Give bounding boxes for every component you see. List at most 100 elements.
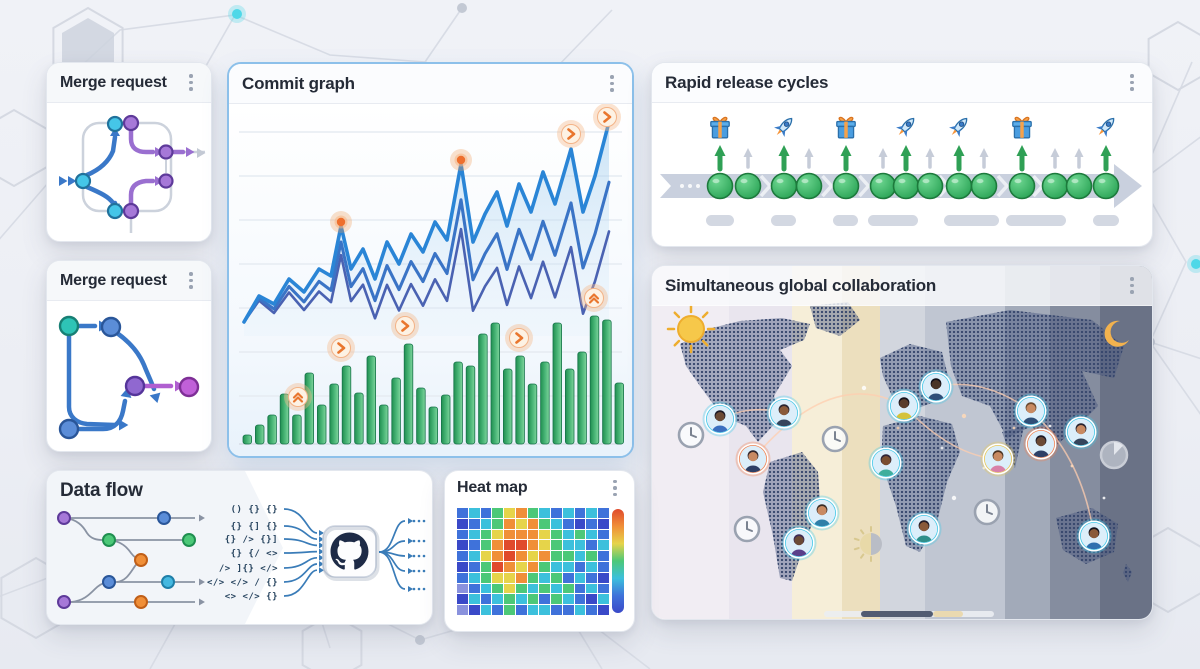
commit-bar <box>440 394 451 445</box>
heatmap-cell <box>515 551 527 561</box>
heatmap-cell <box>504 594 515 605</box>
heatmap-cell <box>586 605 598 615</box>
heatmap-cell <box>539 551 551 561</box>
heatmap-grid <box>457 508 609 615</box>
heatmap-cell <box>586 508 598 518</box>
heatmap-cell <box>527 529 539 540</box>
commit-bars <box>242 315 625 445</box>
commit-line-bar-chart <box>239 104 625 445</box>
heatmap-cell <box>598 605 609 615</box>
kebab-menu-icon[interactable] <box>605 74 619 94</box>
heatmap-cell <box>562 572 574 583</box>
card-title: Simultaneous global collaboration <box>665 275 937 295</box>
commit-bar <box>502 368 513 445</box>
release-circle <box>869 172 897 200</box>
heatmap-cell <box>562 508 574 518</box>
gift-icon <box>836 116 856 139</box>
rapid-release-card: Rapid release cycles <box>651 62 1153 247</box>
commit-bar <box>341 365 352 445</box>
heatmap-cell <box>492 583 504 594</box>
trend-badge <box>557 120 585 148</box>
commit-bar <box>242 434 253 445</box>
kebab-menu-icon[interactable] <box>1125 276 1139 296</box>
heatmap-cell <box>504 562 515 572</box>
kebab-menu-icon[interactable] <box>184 73 198 93</box>
commit-bar <box>304 372 315 445</box>
heatmap-cell <box>480 529 492 540</box>
timeline-label-pill <box>868 215 918 226</box>
heatmap-cell <box>527 583 539 594</box>
card-title: Commit graph <box>242 73 355 93</box>
heatmap-cell <box>598 583 609 594</box>
trend-badge <box>327 334 355 362</box>
world-map <box>652 266 1152 619</box>
kebab-menu-icon[interactable] <box>184 271 198 291</box>
merge-request-card-1: Merge request <box>46 62 212 242</box>
heatmap-cell <box>515 562 527 572</box>
heatmap-cell <box>468 518 480 529</box>
heatmap-cell <box>586 551 598 561</box>
heatmap-cell <box>457 518 468 529</box>
collaborator-avatar <box>781 525 817 561</box>
release-timeline <box>660 114 1142 226</box>
git-graph-1 <box>59 114 206 233</box>
collaborator-avatar <box>804 495 840 531</box>
heatmap-cell <box>504 508 515 518</box>
code-fragment: </> </> / {} <box>207 578 278 588</box>
commit-bar <box>317 404 327 445</box>
heatmap-cell <box>492 518 504 529</box>
heatmap-cell <box>468 529 480 540</box>
heatmap-cell <box>586 540 598 551</box>
heatmap-cell <box>468 508 480 518</box>
merge-request-card-2: Merge request <box>46 260 212 452</box>
clock-icon <box>733 515 761 543</box>
heatmap-cell <box>504 605 515 615</box>
heatmap-cell <box>492 594 504 605</box>
timeline-label-pill <box>706 215 734 226</box>
heatmap-cell <box>562 594 574 605</box>
pie-clock-icon <box>1099 440 1129 470</box>
data-flow-diagram: () {} {} {} {] {} {} /> {}] {} {/ <> /> ]{} … <box>47 471 426 624</box>
release-circle <box>1092 172 1120 200</box>
map-scrollbar-thumb[interactable] <box>861 611 933 617</box>
data-flow-card: () {} {} {} {] {} {} /> {}] {} {/ <> /> ]{} … <box>46 470 433 625</box>
collaborator-avatar <box>1076 518 1112 554</box>
heatmap-cell <box>598 518 609 529</box>
heatmap-cell <box>468 583 480 594</box>
commit-bar <box>515 355 525 445</box>
code-fragment: {} {] {} <box>231 522 278 532</box>
github-octocat-icon <box>322 525 380 581</box>
kebab-menu-icon[interactable] <box>1125 73 1139 93</box>
collaborator-avatar <box>918 369 954 405</box>
trend-badge <box>593 104 621 131</box>
timeline-label-pill <box>944 215 999 226</box>
commit-bar <box>366 355 377 445</box>
heatmap-cell <box>457 529 468 540</box>
commit-bar <box>478 333 488 445</box>
heatmap-cell <box>562 518 574 529</box>
heatmap-cell <box>527 551 539 561</box>
heatmap-cell <box>574 562 586 572</box>
heatmap-cell <box>574 529 586 540</box>
heatmap-cell <box>551 508 562 518</box>
heatmap-cell <box>598 594 609 605</box>
heatmap-cell <box>551 562 562 572</box>
release-circle <box>734 172 762 200</box>
heat-map-card: Heat map <box>444 470 635 632</box>
timeline-label-pill <box>1006 215 1066 226</box>
kebab-menu-icon[interactable] <box>608 478 622 498</box>
heatmap-cell <box>457 551 468 561</box>
heatmap-cell <box>586 594 598 605</box>
heatmap-cell <box>457 508 468 518</box>
heatmap-color-scale <box>612 509 624 613</box>
heatmap-cell <box>562 583 574 594</box>
collaborator-avatar <box>980 441 1016 477</box>
heatmap-cell <box>574 518 586 529</box>
commit-bar <box>490 322 501 445</box>
heatmap-cell <box>504 518 515 529</box>
heatmap-cell <box>492 572 504 583</box>
trend-badge <box>580 284 608 312</box>
collaborator-avatar <box>766 395 802 431</box>
collaborator-avatar <box>906 511 942 547</box>
heatmap-cell <box>515 572 527 583</box>
